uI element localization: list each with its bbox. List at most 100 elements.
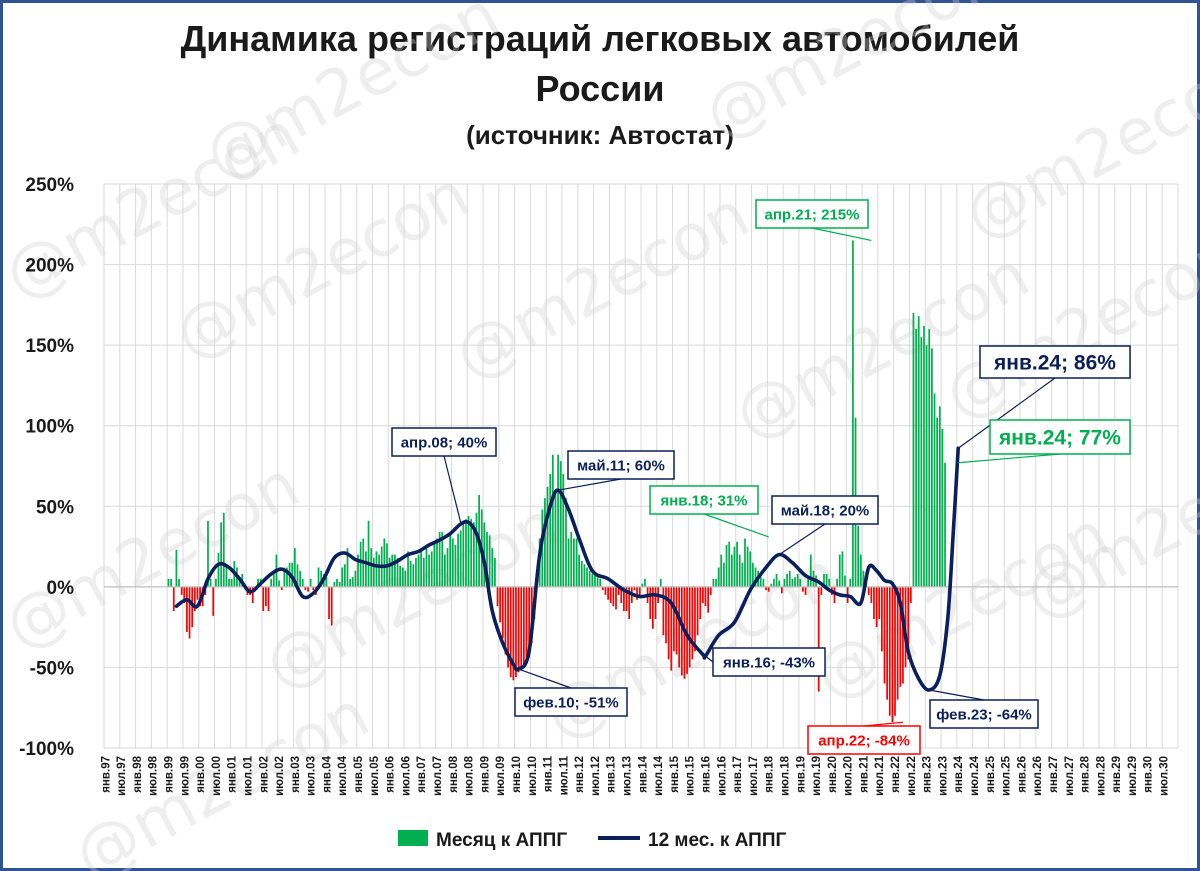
bar-mark	[828, 578, 831, 587]
annotation-leader	[958, 453, 1061, 464]
bar-mark	[841, 551, 844, 587]
bar-mark	[825, 573, 828, 587]
bar-mark	[230, 578, 233, 587]
bar-mark	[620, 586, 623, 603]
watermark-text: @m2econ	[193, 0, 511, 194]
bar-mark	[680, 586, 683, 676]
x-tick-label: янв.18	[764, 755, 776, 792]
x-tick-label: июл.29	[1127, 756, 1139, 796]
bar-mark	[328, 586, 330, 620]
bar-mark	[570, 532, 573, 587]
x-tick-label: янв.13	[606, 756, 618, 793]
watermark-text: @m2econ	[693, 0, 1011, 154]
y-tick-label: -50%	[30, 658, 74, 679]
bar-mark	[923, 325, 925, 587]
bar-mark	[938, 406, 941, 587]
legend-label-line: 12 мес. к АППГ	[648, 830, 786, 851]
bar-mark	[299, 570, 301, 587]
x-tick-label: июл.05	[369, 755, 381, 796]
bar-mark	[604, 586, 607, 595]
bar-mark	[796, 573, 799, 587]
x-tick-label: янв.06	[385, 756, 397, 793]
bar-mark	[896, 586, 899, 700]
bar-mark	[391, 554, 394, 587]
bar-mark	[257, 578, 259, 587]
bar-mark	[167, 578, 170, 587]
x-tick-label: июл.17	[748, 756, 760, 796]
bar-mark	[917, 316, 920, 587]
annotation-leader	[443, 455, 462, 523]
bar-mark	[375, 551, 378, 587]
bar-mark	[728, 541, 731, 587]
x-tick-label: янв.27	[1048, 756, 1060, 793]
annotation-label: янв.18; 31%	[660, 492, 747, 509]
bar-mark	[472, 522, 475, 587]
annotation-leader	[811, 227, 872, 241]
bar-mark	[459, 530, 462, 587]
bar-mark	[807, 578, 810, 587]
bar-mark	[336, 578, 338, 587]
bar-mark	[754, 567, 757, 587]
bar-mark	[549, 474, 552, 587]
x-tick-label: июл.20	[843, 756, 855, 796]
bar-mark	[567, 538, 570, 587]
bar-mark	[191, 586, 194, 628]
bar-mark	[844, 575, 846, 587]
bar-mark	[172, 586, 175, 612]
bar-mark	[238, 578, 241, 587]
x-tick-label: янв.07	[416, 756, 428, 793]
bar-mark	[494, 557, 496, 587]
x-tick-label: июл.25	[1001, 755, 1013, 796]
bar-mark	[875, 586, 878, 628]
bar-mark	[496, 586, 499, 607]
legend-swatch-bars	[398, 830, 428, 846]
bar-mark	[783, 578, 786, 587]
x-tick-label: янв.08	[448, 755, 460, 792]
x-tick-label: янв.23	[922, 756, 934, 793]
x-tick-label: янв.25	[985, 755, 997, 792]
bar-mark	[667, 586, 670, 660]
bar-mark	[320, 570, 323, 587]
annotation-box	[929, 699, 1039, 729]
x-tick-label: июл.06	[400, 756, 412, 796]
bar-mark	[554, 490, 557, 587]
bar-mark	[262, 586, 265, 612]
bar-mark	[694, 586, 696, 652]
annotation-box	[755, 199, 869, 229]
bar-mark	[217, 553, 220, 587]
bar-mark	[709, 586, 712, 595]
bar-mark	[412, 564, 415, 587]
bar-mark	[775, 573, 778, 587]
bar-mark	[736, 541, 738, 587]
bar-mark	[451, 538, 454, 587]
bar-mark	[744, 538, 746, 587]
bar-series	[167, 240, 946, 723]
bar-mark	[462, 522, 465, 587]
x-tick-label: янв.09	[479, 756, 491, 793]
bar-mark	[670, 586, 673, 671]
x-tick-label: июл.14	[653, 755, 665, 796]
bar-mark	[933, 393, 936, 587]
x-tick-label: янв.99	[163, 756, 175, 793]
bar-mark	[773, 578, 775, 587]
bar-mark	[209, 578, 212, 587]
y-tick-label: 150%	[25, 336, 74, 357]
x-tick-label: июл.18	[779, 755, 791, 796]
bar-mark	[207, 520, 209, 587]
bar-mark	[283, 567, 286, 587]
bar-mark	[586, 567, 588, 587]
x-tick-label: янв.11	[543, 755, 555, 792]
x-tick-label: янв.97	[100, 756, 112, 793]
annotation-label: апр.21; 215%	[765, 206, 860, 223]
bar-mark	[444, 554, 446, 587]
bar-mark	[222, 512, 225, 587]
bar-mark	[265, 586, 267, 607]
bar-mark	[425, 548, 428, 587]
bar-mark	[720, 554, 723, 587]
bar-mark	[873, 586, 875, 620]
bar-mark	[749, 551, 752, 587]
bar-mark	[394, 554, 396, 587]
bar-mark	[767, 586, 770, 592]
bar-mark	[665, 586, 667, 644]
chart-title-line2: России	[535, 68, 665, 109]
